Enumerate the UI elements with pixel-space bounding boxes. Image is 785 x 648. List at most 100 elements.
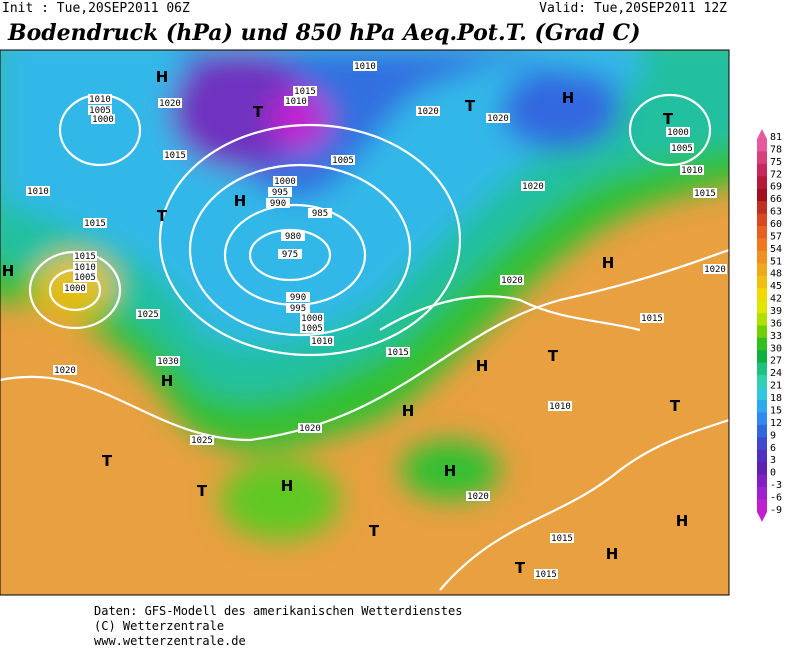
isobar-label: 975 <box>282 250 298 260</box>
isobar-label: 1015 <box>74 252 96 262</box>
label-bg <box>158 98 182 108</box>
label-bg <box>308 208 332 218</box>
label-bg <box>353 61 377 71</box>
pressure-center: T <box>157 207 168 225</box>
isobar-label: 1025 <box>137 310 159 320</box>
colorbar-swatch <box>757 263 767 277</box>
isobar-label: 1020 <box>704 265 726 275</box>
colorbar-label: 66 <box>770 194 782 205</box>
colorbar-swatch <box>757 375 767 389</box>
isobar-label: 990 <box>290 293 306 303</box>
label-bg <box>286 303 310 313</box>
label-bg <box>300 313 324 323</box>
colorbar-swatch <box>757 226 767 239</box>
isobar-label: 1000 <box>667 128 689 138</box>
isobar-label: 985 <box>312 209 328 219</box>
colorbar-swatch <box>757 288 767 302</box>
colorbar-label: 51 <box>770 256 782 267</box>
isobar-label: 995 <box>272 188 288 198</box>
pressure-center: H <box>234 192 247 210</box>
colorbar-swatch <box>757 387 767 401</box>
pressure-center: H <box>156 68 169 86</box>
label-bg <box>53 365 77 375</box>
colorbar-label: 57 <box>770 231 782 242</box>
colorbar-swatch <box>757 250 767 264</box>
label-bg <box>266 198 290 208</box>
label-bg <box>293 86 317 96</box>
colorbar-label: 69 <box>770 182 782 193</box>
colorbar-swatch <box>757 424 767 438</box>
label-bg <box>284 96 308 106</box>
label-bg <box>310 336 334 346</box>
colorbar-swatch <box>757 176 767 190</box>
label-bg <box>331 155 355 165</box>
isobar-label: 1015 <box>694 189 716 199</box>
colorbar: 8178757269666360575451484542393633302724… <box>757 129 782 522</box>
isobar-label: 1015 <box>641 314 663 324</box>
isobar-label: 1000 <box>274 177 296 187</box>
isobar-label: 1005 <box>74 273 96 283</box>
label-bg <box>273 176 297 186</box>
colorbar-swatch <box>757 337 767 351</box>
colorbar-swatch <box>757 325 767 339</box>
pressure-center: T <box>102 452 113 470</box>
pressure-center: H <box>562 89 575 107</box>
pressure-center: T <box>253 103 264 121</box>
isobar-label: 1005 <box>89 106 111 116</box>
isobars <box>0 93 729 591</box>
pressure-center: H <box>281 477 294 495</box>
isobar-label: 1030 <box>157 357 179 367</box>
pressure-center: H <box>444 462 457 480</box>
label-bg <box>548 401 572 411</box>
footer-line: www.wetterzentrale.de <box>94 634 246 648</box>
isobar-labels: 1010100510001020101510101015101510101005… <box>26 61 727 580</box>
colorbar-label: 33 <box>770 331 782 342</box>
isobar-label: 1020 <box>299 424 321 434</box>
label-bg <box>83 218 107 228</box>
label-bg <box>298 423 322 433</box>
pressure-center: H <box>2 262 15 280</box>
colorbar-swatch <box>757 313 767 326</box>
label-bg <box>640 313 664 323</box>
label-bg <box>693 188 717 198</box>
isobar-label: 1000 <box>64 284 86 294</box>
isobar-label: 1010 <box>311 337 333 347</box>
isobar-label: 1010 <box>285 97 307 107</box>
isobar-label: 1010 <box>27 187 49 197</box>
label-bg <box>136 309 160 319</box>
isobar-label: 1005 <box>671 144 693 154</box>
pressure-center: T <box>369 522 380 540</box>
colorbar-swatch <box>757 139 767 152</box>
colorbar-label: 24 <box>770 368 782 379</box>
colorbar-swatch <box>757 400 767 413</box>
colorbar-swatch <box>757 449 767 463</box>
isobar-label: 1015 <box>535 570 557 580</box>
colorbar-label: 9 <box>770 430 776 441</box>
colorbar-label: 27 <box>770 356 782 367</box>
isobar-label: 1000 <box>92 115 114 125</box>
colorbar-label: 75 <box>770 157 782 168</box>
label-bg <box>73 262 97 272</box>
label-bg <box>416 106 440 116</box>
label-bg <box>680 165 704 175</box>
colorbar-label: 45 <box>770 281 782 292</box>
isobar-label: 1010 <box>89 95 111 105</box>
isobar-label: 1020 <box>522 182 544 192</box>
isobar-label: 1020 <box>417 107 439 117</box>
colorbar-label: 48 <box>770 269 782 280</box>
colorbar-label: 60 <box>770 219 782 230</box>
valid-time: Valid: Tue,20SEP2011 12Z <box>539 1 727 16</box>
colorbar-label: -3 <box>770 480 782 491</box>
label-bg <box>73 272 97 282</box>
colorbar-label: 3 <box>770 455 776 466</box>
isobar-label: 1015 <box>164 151 186 161</box>
isobar-label: 1020 <box>467 492 489 502</box>
label-bg <box>550 533 574 543</box>
isobar-label: 990 <box>270 199 286 209</box>
pressure-center: H <box>676 512 689 530</box>
isobar-label: 1015 <box>387 348 409 358</box>
label-bg <box>521 181 545 191</box>
label-bg <box>156 356 180 366</box>
colorbar-swatch <box>757 163 767 177</box>
